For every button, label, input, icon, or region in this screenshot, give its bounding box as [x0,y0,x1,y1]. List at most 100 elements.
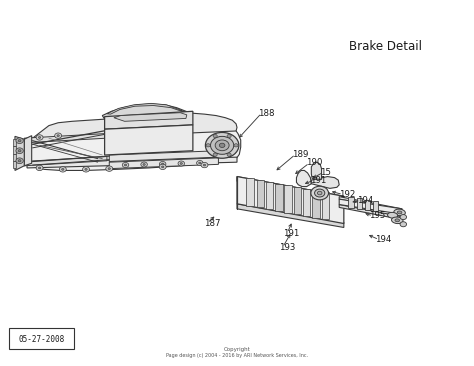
Polygon shape [13,161,16,168]
Ellipse shape [59,167,66,172]
Ellipse shape [38,167,41,169]
Polygon shape [13,139,16,146]
Ellipse shape [213,153,217,156]
Ellipse shape [213,134,217,138]
Polygon shape [339,197,402,211]
Polygon shape [26,131,241,171]
Ellipse shape [62,168,64,170]
Polygon shape [365,200,370,210]
Text: 195: 195 [369,212,386,220]
Ellipse shape [36,135,43,140]
Polygon shape [303,189,310,216]
Polygon shape [27,157,237,168]
Polygon shape [105,125,193,155]
Ellipse shape [55,133,62,138]
Text: 190: 190 [306,158,322,167]
Ellipse shape [143,164,145,165]
Ellipse shape [197,160,203,165]
Ellipse shape [388,212,398,218]
Polygon shape [109,151,219,161]
Ellipse shape [178,161,184,166]
Ellipse shape [199,162,201,164]
Ellipse shape [18,160,21,162]
Polygon shape [348,197,354,208]
Polygon shape [357,198,363,209]
Text: 05-27-2008: 05-27-2008 [19,335,65,344]
Ellipse shape [36,165,43,171]
Ellipse shape [106,166,113,171]
Ellipse shape [392,217,403,224]
Ellipse shape [206,144,210,147]
Ellipse shape [394,209,405,216]
Ellipse shape [400,214,407,220]
Polygon shape [373,201,378,211]
Polygon shape [109,158,219,169]
Polygon shape [237,204,344,228]
Ellipse shape [311,186,328,200]
Polygon shape [311,176,339,188]
Polygon shape [256,180,264,208]
Ellipse shape [38,137,41,138]
Polygon shape [114,113,187,121]
Polygon shape [321,192,329,219]
Ellipse shape [108,168,110,169]
Polygon shape [296,171,311,187]
Ellipse shape [318,191,322,195]
Polygon shape [246,178,254,206]
Text: 194: 194 [357,196,373,205]
Text: 15: 15 [319,168,331,177]
Ellipse shape [18,150,21,152]
Polygon shape [102,104,191,119]
Ellipse shape [227,134,231,138]
Ellipse shape [85,168,87,170]
Ellipse shape [159,161,166,167]
Text: 189: 189 [292,150,308,159]
Polygon shape [266,182,273,209]
Ellipse shape [16,138,23,143]
Ellipse shape [210,137,234,154]
Ellipse shape [219,143,225,147]
Ellipse shape [16,158,23,164]
Ellipse shape [162,166,164,168]
Ellipse shape [400,222,407,227]
Text: 193: 193 [279,243,295,252]
Polygon shape [311,162,321,179]
Ellipse shape [162,163,164,165]
Ellipse shape [215,140,229,151]
Ellipse shape [159,164,166,169]
Ellipse shape [227,153,231,156]
Polygon shape [30,113,237,142]
Ellipse shape [16,148,23,154]
Ellipse shape [201,163,208,168]
Text: 194: 194 [375,235,392,244]
Ellipse shape [397,211,402,214]
Polygon shape [275,184,283,211]
Polygon shape [237,176,344,201]
Ellipse shape [315,189,325,197]
Polygon shape [339,205,402,220]
Ellipse shape [82,167,90,172]
Text: 192: 192 [339,190,356,199]
Ellipse shape [234,144,238,147]
Polygon shape [237,176,344,224]
Text: 191: 191 [310,176,327,184]
Polygon shape [105,111,193,129]
Polygon shape [13,154,16,161]
Polygon shape [24,156,107,166]
Polygon shape [284,185,292,213]
Ellipse shape [122,163,129,168]
Text: Page design (c) 2004 - 2016 by ARI Network Services, Inc.: Page design (c) 2004 - 2016 by ARI Netwo… [166,353,308,358]
Text: Copyright: Copyright [224,347,250,352]
Polygon shape [15,137,24,171]
Ellipse shape [203,164,206,166]
Ellipse shape [124,164,127,166]
Text: 191: 191 [283,229,300,238]
Polygon shape [294,187,301,214]
Polygon shape [13,146,16,154]
Polygon shape [339,199,402,214]
Ellipse shape [395,219,400,222]
Polygon shape [24,134,107,143]
Ellipse shape [18,139,21,142]
Ellipse shape [141,162,147,167]
Polygon shape [312,190,319,218]
